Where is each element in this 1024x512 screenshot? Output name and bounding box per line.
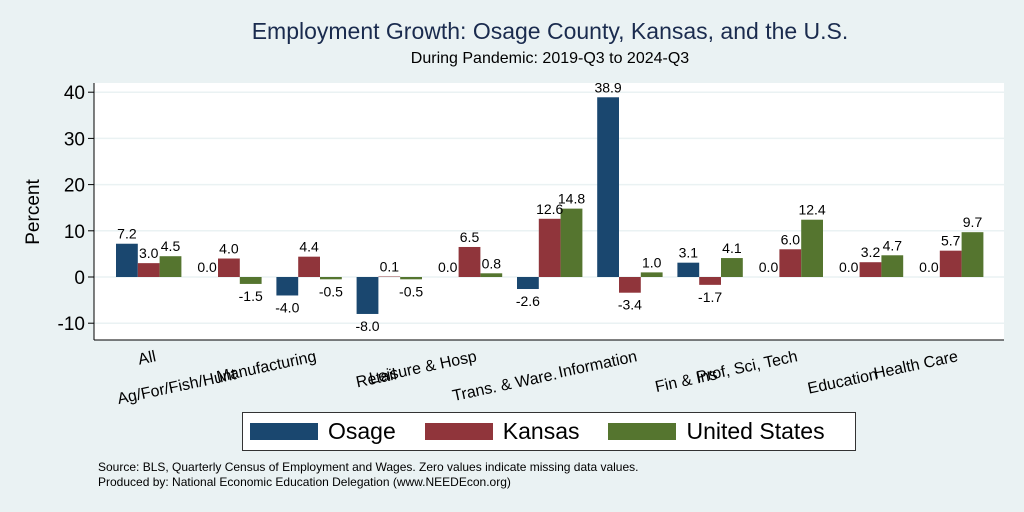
legend-item-osage: Osage <box>250 418 418 445</box>
bar-united-states <box>400 277 422 280</box>
y-tick-label: 40 <box>64 83 85 104</box>
bar-united-states <box>801 219 823 277</box>
y-axis-label: Percent <box>23 179 44 245</box>
data-label: 14.8 <box>558 191 585 207</box>
data-label: 0.8 <box>482 255 502 271</box>
bar-united-states <box>159 256 182 277</box>
legend-item-kansas: Kansas <box>424 418 602 445</box>
x-tick-label: All <box>137 348 158 368</box>
data-label: -1.7 <box>698 289 722 305</box>
bar-kansas <box>619 277 641 293</box>
bar-united-states <box>480 273 503 277</box>
bar-osage <box>597 97 619 277</box>
data-label: 1.0 <box>642 254 662 270</box>
legend-label: United States <box>686 418 825 444</box>
legend-swatch-osage <box>250 423 318 440</box>
data-label: 7.2 <box>117 226 137 242</box>
legend-item-united-states: United States <box>608 418 846 445</box>
data-label: 9.7 <box>963 214 983 230</box>
y-tick-label: 0 <box>74 268 85 289</box>
bar-kansas <box>699 277 721 285</box>
bar-united-states <box>239 277 262 284</box>
data-label: -0.5 <box>319 283 343 299</box>
data-label: 0.0 <box>919 259 939 275</box>
source-note: Source: BLS, Quarterly Census of Employm… <box>98 460 639 474</box>
data-label: -3.4 <box>618 297 642 313</box>
bar-kansas <box>859 262 882 277</box>
data-label: 0.1 <box>380 259 400 275</box>
bar-osage <box>677 262 700 277</box>
x-tick-label: Leisure & Hosp <box>368 348 479 387</box>
data-label: 38.9 <box>594 79 621 95</box>
x-tick-label: Manufacturing <box>215 348 318 386</box>
bar-united-states <box>881 255 904 277</box>
data-label: 4.1 <box>722 240 742 256</box>
data-label: 0.0 <box>839 259 859 275</box>
data-label: 0.0 <box>759 259 779 275</box>
x-tick-label: Prof, Sci, Tech <box>695 348 799 386</box>
data-label: 5.7 <box>941 233 961 249</box>
data-label: 3.2 <box>861 244 881 260</box>
bar-chart: 7.23.0 4.50.04.0-1.5-4.04.4-0.5-8.00.1-0.… <box>23 79 1004 408</box>
legend-label: Osage <box>328 418 396 444</box>
bar-kansas <box>458 246 481 277</box>
data-label: -1.5 <box>239 288 263 304</box>
bar-united-states <box>721 258 743 277</box>
x-tick-label: Education <box>806 366 879 397</box>
produced-by-note: Produced by: National Economic Education… <box>98 475 511 489</box>
y-tick-label: 30 <box>64 129 85 150</box>
data-label: 6.0 <box>781 231 801 247</box>
data-label: 0.0 <box>438 259 458 275</box>
bar-united-states <box>640 272 663 277</box>
data-label: 4.0 <box>219 241 239 257</box>
bar-united-states <box>560 208 583 277</box>
x-tick-label: Trans. & Ware. <box>451 366 559 405</box>
data-label: 0.0 <box>197 259 217 275</box>
bar-kansas <box>298 256 320 277</box>
data-label: 4.7 <box>883 237 903 253</box>
chart-subtitle: During Pandemic: 2019-Q3 to 2024-Q3 <box>410 50 690 67</box>
data-label: -4.0 <box>275 299 299 315</box>
data-label: -0.5 <box>399 283 423 299</box>
bars <box>116 97 984 314</box>
footnotes: Source: BLS, Quarterly Census of Employm… <box>98 460 638 490</box>
data-label: 6.5 <box>460 229 480 245</box>
data-label: 3.0 <box>139 245 159 261</box>
data-label: 12.4 <box>798 202 825 218</box>
bar-osage <box>517 277 539 290</box>
data-label: 12.6 <box>536 201 563 217</box>
legend-swatch-kansas <box>424 423 493 440</box>
data-label: -2.6 <box>516 293 540 309</box>
bar-kansas <box>939 250 962 277</box>
bar-united-states <box>320 277 342 280</box>
x-tick-label: Health Care <box>872 348 959 382</box>
data-labels: 7.23.0 4.50.04.0-1.5-4.04.4-0.5-8.00.1-0.… <box>117 79 982 334</box>
legend-swatch-united-states <box>608 423 677 440</box>
bar-kansas <box>137 263 160 277</box>
data-label: 3.1 <box>679 245 699 261</box>
x-tick-label: Information <box>557 348 639 381</box>
bar-kansas <box>779 249 802 277</box>
bar-kansas <box>538 218 561 277</box>
bar-osage <box>276 277 299 296</box>
bar-kansas <box>218 258 240 277</box>
bar-osage <box>116 243 138 277</box>
plot-area <box>94 83 1004 340</box>
chart-title: Employment Growth: Osage County, Kansas,… <box>251 18 849 44</box>
bar-osage <box>356 277 379 314</box>
legend: Osage Kansas United States <box>242 412 856 451</box>
bar-united-states <box>961 232 984 277</box>
data-label: 4.5 <box>161 238 181 254</box>
y-tick-label: 20 <box>64 176 85 197</box>
y-tick-label: -10 <box>58 314 85 335</box>
y-tick-label: 10 <box>64 222 85 243</box>
data-label: -8.0 <box>355 318 379 334</box>
y-ticks: -10 0 10 20 30 40 <box>58 83 94 335</box>
data-label: 4.4 <box>299 239 319 255</box>
legend-label: Kansas <box>502 418 580 444</box>
